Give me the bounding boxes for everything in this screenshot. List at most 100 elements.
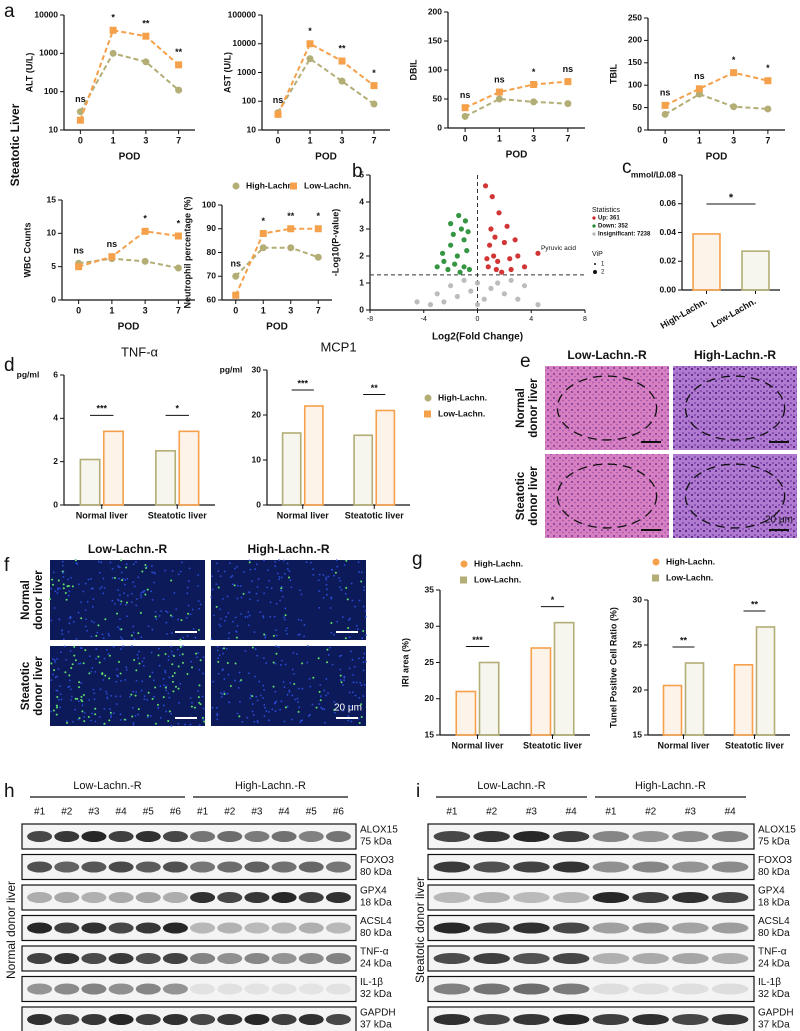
significance: ** <box>338 43 346 53</box>
lane-label: #3 <box>526 807 538 818</box>
nucleus <box>151 671 154 674</box>
y-tick-label: 20 <box>252 409 262 419</box>
nucleus <box>362 661 365 663</box>
band <box>271 861 297 873</box>
band <box>81 953 107 964</box>
tunel-signal <box>76 697 79 700</box>
nucleus <box>164 669 166 672</box>
band <box>632 953 669 964</box>
nucleus <box>132 690 135 693</box>
nucleus <box>99 688 102 691</box>
nucleus <box>123 592 125 595</box>
tunel-signal <box>170 579 173 582</box>
band <box>135 831 161 842</box>
nucleus <box>362 605 365 608</box>
tunel-signal <box>123 718 126 721</box>
nucleus <box>85 618 87 621</box>
nucleus <box>298 589 301 592</box>
protein-size: 18 kDa <box>758 898 790 909</box>
unit-label: pg/ml <box>17 369 40 379</box>
point <box>448 221 454 227</box>
point <box>174 264 182 272</box>
nucleus <box>105 690 107 693</box>
nucleus <box>132 723 135 726</box>
legend-label: Low-Lachn. <box>438 408 485 418</box>
nucleus <box>211 575 214 578</box>
micrograph <box>211 646 366 726</box>
point <box>504 223 510 229</box>
injury-outline <box>684 463 786 529</box>
nucleus <box>215 583 218 586</box>
tunel-signal <box>190 666 193 669</box>
nucleus <box>235 630 238 633</box>
x-axis-label: POD <box>118 322 140 333</box>
nucleus <box>252 714 255 716</box>
tunel-signal <box>180 619 183 622</box>
nucleus <box>352 673 355 676</box>
nucleus <box>280 589 282 592</box>
nucleus <box>111 576 114 579</box>
tunel-signal <box>104 674 107 677</box>
tunel-signal <box>148 675 151 678</box>
nucleus <box>61 560 64 563</box>
point <box>454 253 460 259</box>
tunel-signal <box>73 645 76 648</box>
protein-label: TNF-α <box>758 947 787 958</box>
point <box>464 248 470 254</box>
nucleus <box>62 638 65 641</box>
series-line <box>235 246 319 277</box>
nucleus <box>351 658 354 661</box>
band <box>672 922 709 934</box>
nucleus <box>288 689 291 692</box>
nucleus <box>357 561 360 564</box>
tunel-signal <box>62 583 65 586</box>
nucleus <box>225 647 228 650</box>
tunel-signal <box>66 721 69 724</box>
nucleus <box>197 652 200 654</box>
nucleus <box>58 685 61 687</box>
band <box>54 892 80 903</box>
nucleus <box>202 707 205 710</box>
nucleus <box>65 658 68 661</box>
band <box>217 831 243 842</box>
nucleus <box>158 664 161 667</box>
significance: *** <box>297 378 308 388</box>
nucleus <box>301 687 304 690</box>
y-tick-label: 15 <box>425 729 435 739</box>
tunel-signal <box>187 612 190 615</box>
nucleus <box>110 716 112 718</box>
nucleus <box>154 610 157 613</box>
x-tick-label: -4 <box>421 316 427 323</box>
band <box>552 953 590 964</box>
tunel-signal <box>297 710 300 713</box>
nucleus <box>168 696 171 699</box>
injury-outline <box>556 375 658 441</box>
x-tick-label: 1 <box>111 135 116 145</box>
nucleus <box>53 659 56 662</box>
nucleus <box>70 695 73 698</box>
nucleus <box>177 618 179 621</box>
y-tick-label: 10000 <box>232 38 256 48</box>
row-label: donor liver <box>528 466 540 526</box>
tunel-signal <box>164 653 167 656</box>
nucleus <box>90 635 93 638</box>
nucleus <box>135 691 138 694</box>
y-tick-label: 200 <box>428 6 442 16</box>
significance: ** <box>751 599 759 609</box>
significance: * <box>111 13 115 23</box>
band <box>27 892 53 903</box>
nucleus <box>249 697 252 700</box>
nucleus <box>112 645 115 648</box>
nucleus <box>189 723 192 726</box>
tunel-signal <box>130 693 133 696</box>
y-tick-label: 100 <box>428 64 442 74</box>
series-line <box>664 71 769 107</box>
nucleus <box>124 579 127 581</box>
protein-label: IL-1β <box>758 977 781 988</box>
nucleus <box>95 657 97 660</box>
nucleus <box>303 635 305 638</box>
point <box>730 103 738 111</box>
protein-label: IL-1β <box>360 977 383 988</box>
tunel-signal <box>50 662 53 665</box>
point <box>370 100 378 108</box>
